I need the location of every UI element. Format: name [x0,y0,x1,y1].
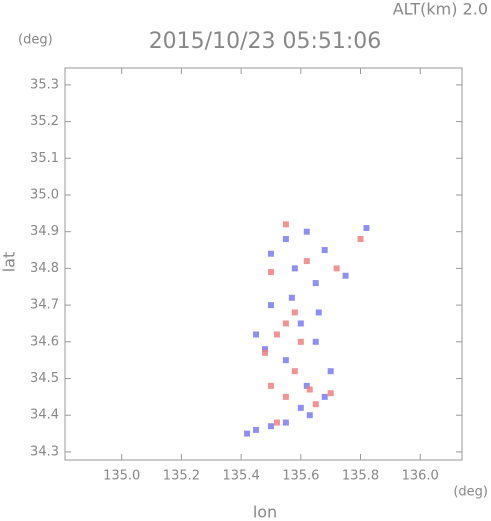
echo-point [321,247,328,254]
echo-point [282,236,289,243]
echo-point [357,236,364,243]
y-tick-label: 35.0 [30,187,59,202]
echo-point [244,430,251,437]
echo-point [291,368,298,375]
y-tick-label: 34.6 [30,334,59,349]
echo-point [291,309,298,316]
echo-point [267,302,274,309]
echo-point [306,386,313,393]
echo-point [282,393,289,400]
echo-point [312,401,319,408]
echo-point [282,357,289,364]
echo-point [261,349,268,356]
echo-point [333,265,340,272]
y-axis-label: lat [0,252,19,273]
echo-point [297,404,304,411]
y-tick-label: 35.3 [30,77,59,92]
echo-point [327,368,334,375]
y-tick-label: 34.5 [30,371,59,386]
echo-point [303,382,310,389]
x-tick-label: 135.2 [163,469,200,484]
echo-point [267,269,274,276]
echo-point [363,225,370,232]
y-tick-label: 34.3 [30,444,59,459]
echo-point [253,426,260,433]
echo-point [282,221,289,228]
y-tick-label: 34.9 [30,224,59,239]
x-tick-label: 135.6 [282,469,319,484]
echo-point [312,280,319,287]
x-tick-label: 135.4 [223,469,260,484]
echo-point [297,320,304,327]
x-tick-label: 135.8 [342,469,379,484]
echo-point [291,265,298,272]
y-tick-label: 35.2 [30,114,59,129]
echo-point [267,250,274,257]
altitude-label: ALT(km) 2.0 [393,0,488,19]
y-tick-label: 34.7 [30,298,59,313]
echo-point [288,294,295,301]
chart-title: 2015/10/23 05:51:06 [149,29,382,54]
echo-point [315,309,322,316]
x-tick-label: 136.0 [402,469,439,484]
echo-point [297,338,304,345]
plot-frame [64,67,463,461]
y-tick-label: 34.4 [30,408,59,423]
echo-point [342,272,349,279]
y-tick-label: 34.8 [30,261,59,276]
echo-point [267,382,274,389]
echo-point [253,331,260,338]
x-axis-label: lon [253,503,277,521]
echo-point [321,393,328,400]
echo-point [282,419,289,426]
echo-point [303,258,310,265]
echo-point [261,346,268,353]
x-tick-label: 135.0 [103,469,140,484]
echo-point [312,338,319,345]
echo-point [273,331,280,338]
echo-point [306,412,313,419]
echo-point [273,419,280,426]
x-unit: (deg) [453,485,488,500]
y-unit: (deg) [18,33,53,48]
echo-point [282,320,289,327]
y-tick-label: 35.1 [30,151,59,166]
echo-point [267,423,274,430]
echo-point [303,228,310,235]
echo-point [327,390,334,397]
